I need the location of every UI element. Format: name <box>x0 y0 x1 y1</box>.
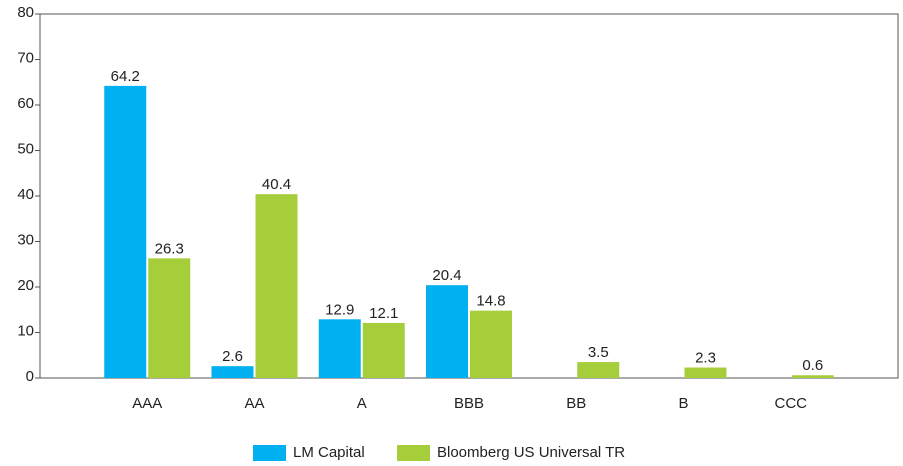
data-label: 12.9 <box>325 301 354 318</box>
y-tick-label: 20 <box>17 277 34 294</box>
bar <box>791 375 834 378</box>
y-tick-label: 70 <box>17 49 34 66</box>
bar <box>318 319 361 378</box>
legend-label: Bloomberg US Universal TR <box>437 444 625 461</box>
data-label: 3.5 <box>588 344 609 361</box>
bar <box>426 285 468 378</box>
legend-swatch <box>253 445 286 461</box>
y-tick-label: 0 <box>26 368 34 385</box>
x-tick-label: AA <box>244 395 264 412</box>
y-tick-label: 40 <box>17 186 34 203</box>
y-tick-label: 30 <box>17 231 34 248</box>
data-label: 64.2 <box>111 68 140 85</box>
bar <box>362 322 405 378</box>
x-tick-label: B <box>678 395 688 412</box>
x-tick-label: BB <box>566 395 586 412</box>
data-label: 40.4 <box>262 176 291 193</box>
y-tick-label: 50 <box>17 140 34 157</box>
data-label: 12.1 <box>369 305 398 322</box>
data-label: 20.4 <box>432 267 461 284</box>
data-label: 2.6 <box>222 348 243 365</box>
data-label: 2.3 <box>695 350 716 367</box>
data-label: 0.6 <box>802 357 823 374</box>
data-label: 26.3 <box>155 240 184 257</box>
x-tick-label: A <box>357 395 367 412</box>
x-tick-label: AAA <box>132 395 162 412</box>
y-tick-label: 10 <box>17 322 34 339</box>
bar <box>684 367 727 378</box>
bar <box>148 258 191 378</box>
bar <box>211 366 254 378</box>
data-label: 14.8 <box>476 293 505 310</box>
y-tick-label: 80 <box>17 4 34 21</box>
legend-label: LM Capital <box>293 444 365 461</box>
legend-swatch <box>397 445 430 461</box>
bar <box>577 362 620 378</box>
bar <box>255 194 298 378</box>
bar <box>104 85 147 378</box>
x-tick-label: CCC <box>775 395 808 412</box>
bar <box>470 310 512 378</box>
x-tick-label: BBB <box>454 395 484 412</box>
y-tick-label: 60 <box>17 95 34 112</box>
